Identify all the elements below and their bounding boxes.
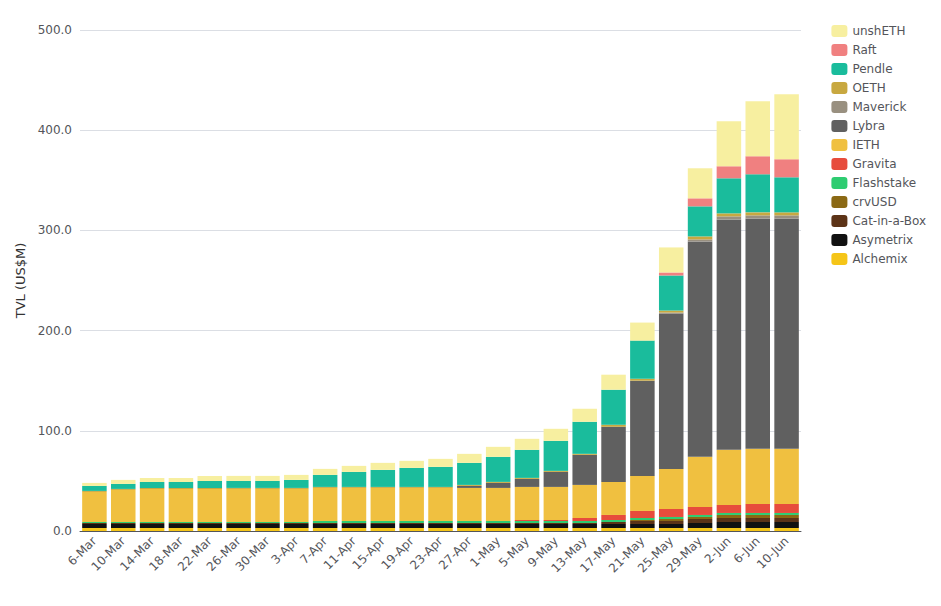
svg-text:10-Mar: 10-Mar (88, 534, 129, 574)
svg-text:Cat-in-a-Box: Cat-in-a-Box (852, 214, 926, 228)
svg-text:Gravita: Gravita (852, 157, 896, 171)
svg-text:OETH: OETH (852, 81, 885, 95)
svg-text:18-Mar: 18-Mar (146, 534, 186, 574)
svg-text:400.0: 400.0 (38, 123, 72, 137)
svg-text:300.0: 300.0 (38, 223, 72, 237)
svg-text:Raft: Raft (852, 43, 876, 57)
svg-text:Lybra: Lybra (852, 119, 885, 133)
svg-text:TVL (US$M): TVL (US$M) (13, 243, 28, 320)
svg-text:IETH: IETH (852, 138, 879, 152)
svg-text:3-Apr: 3-Apr (268, 534, 301, 567)
svg-text:14-Mar: 14-Mar (117, 534, 157, 574)
svg-text:30-Mar: 30-Mar (233, 534, 273, 574)
svg-text:6-Mar: 6-Mar (65, 534, 100, 569)
svg-text:6-Jun: 6-Jun (730, 534, 763, 567)
svg-text:9-May: 9-May (524, 534, 561, 570)
svg-text:200.0: 200.0 (38, 324, 72, 338)
svg-text:7-Apr: 7-Apr (297, 534, 331, 567)
svg-text:26-Mar: 26-Mar (203, 534, 244, 574)
svg-text:13-May: 13-May (548, 534, 590, 576)
svg-text:23-Apr: 23-Apr (407, 534, 446, 573)
svg-text:27-Apr: 27-Apr (436, 534, 474, 572)
svg-text:Alchemix: Alchemix (852, 252, 907, 266)
svg-text:15-Apr: 15-Apr (349, 534, 388, 573)
svg-text:0.0: 0.0 (53, 524, 72, 538)
svg-text:crvUSD: crvUSD (852, 195, 896, 209)
svg-text:25-May: 25-May (634, 534, 677, 576)
svg-text:Flashstake: Flashstake (852, 176, 916, 190)
svg-text:17-May: 17-May (577, 534, 619, 576)
svg-text:Pendle: Pendle (852, 62, 892, 76)
svg-text:10-Jun: 10-Jun (754, 534, 791, 571)
svg-text:21-May: 21-May (606, 534, 648, 576)
svg-text:500.0: 500.0 (38, 23, 72, 37)
svg-text:unshETH: unshETH (852, 24, 905, 38)
svg-text:100.0: 100.0 (38, 424, 72, 438)
svg-text:11-Apr: 11-Apr (320, 534, 359, 573)
svg-text:1-May: 1-May (467, 534, 503, 570)
svg-text:5-May: 5-May (496, 534, 532, 570)
svg-text:19-Apr: 19-Apr (378, 534, 417, 573)
svg-text:22-Mar: 22-Mar (175, 534, 215, 574)
svg-text:Maverick: Maverick (852, 100, 906, 114)
svg-text:2-Jun: 2-Jun (702, 534, 734, 566)
svg-text:29-May: 29-May (664, 534, 705, 575)
svg-text:Asymetrix: Asymetrix (852, 233, 913, 247)
